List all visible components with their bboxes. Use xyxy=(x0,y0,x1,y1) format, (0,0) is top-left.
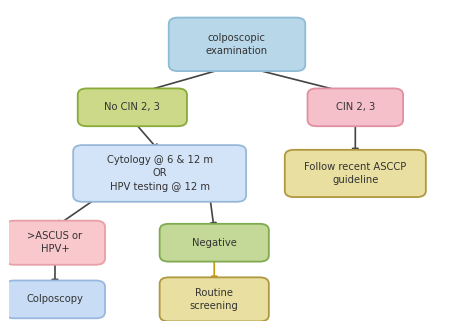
FancyBboxPatch shape xyxy=(78,89,187,126)
FancyBboxPatch shape xyxy=(160,224,269,262)
FancyBboxPatch shape xyxy=(308,89,403,126)
Text: >ASCUS or
HPV+: >ASCUS or HPV+ xyxy=(27,231,82,254)
FancyBboxPatch shape xyxy=(169,18,305,71)
FancyBboxPatch shape xyxy=(5,221,105,265)
Text: Routine
screening: Routine screening xyxy=(190,288,239,311)
Text: Negative: Negative xyxy=(192,238,237,248)
Text: colposcopic
examination: colposcopic examination xyxy=(206,33,268,56)
FancyBboxPatch shape xyxy=(5,280,105,318)
FancyBboxPatch shape xyxy=(285,150,426,197)
Text: Follow recent ASCCP
guideline: Follow recent ASCCP guideline xyxy=(304,162,406,185)
Text: Cytology @ 6 & 12 m
OR
HPV testing @ 12 m: Cytology @ 6 & 12 m OR HPV testing @ 12 … xyxy=(107,155,213,192)
Text: CIN 2, 3: CIN 2, 3 xyxy=(336,102,375,112)
FancyBboxPatch shape xyxy=(73,145,246,202)
Text: Colposcopy: Colposcopy xyxy=(27,295,83,304)
FancyBboxPatch shape xyxy=(160,277,269,321)
Text: No CIN 2, 3: No CIN 2, 3 xyxy=(104,102,160,112)
